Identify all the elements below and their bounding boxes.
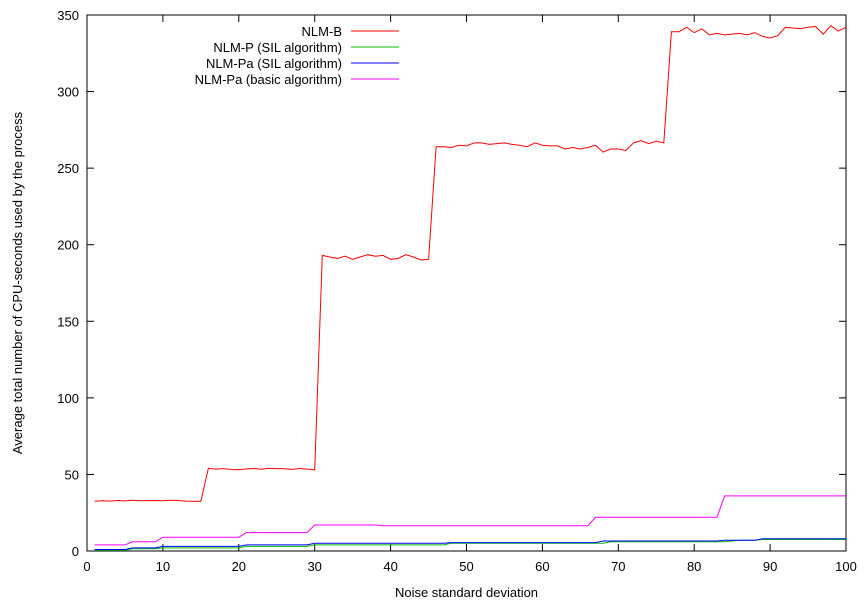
series-line-nlm-pa-basic-algorithm [94,495,846,546]
axes: 0 10 20 30 40 50 60 70 80 90 100 0 50 100 150 200 250 300… [57,8,857,574]
legend-label-nlm-pa-basic-algorithm: NLM-Pa (basic algorithm) [195,72,342,87]
y-tick-label: 350 [57,8,79,23]
y-tick-label: 200 [57,238,79,253]
x-tick-label: 20 [232,559,246,574]
x-tick-label: 100 [835,559,857,574]
plot-frame [86,14,847,552]
x-tick-label: 60 [535,559,549,574]
series-layer [94,25,847,551]
legend-label-nlm-b: NLM-B [302,24,342,39]
y-tick-label: 300 [57,85,79,100]
x-tick-label: 10 [156,559,170,574]
x-tick-label: 30 [307,559,321,574]
series-line-nlm-p-sil-algorithm [94,539,846,551]
series-line-nlm-b [94,25,847,502]
x-tick-label: 40 [383,559,397,574]
y-tick-label: 50 [65,467,79,482]
legend-label-nlm-p-sil-algorithm: NLM-P (SIL algorithm) [213,40,342,55]
x-axis-title: Noise standard deviation [395,585,538,600]
y-axis-title: Average total number of CPU-seconds used… [10,111,25,454]
y-tick-label: 150 [57,314,79,329]
x-tick-label: 70 [611,559,625,574]
y-tick-label: 100 [57,391,79,406]
y-tick-label: 250 [57,161,79,176]
x-tick-label: 0 [83,559,90,574]
series-line-nlm-pa-sil-algorithm [94,538,846,550]
x-tick-label: 50 [459,559,473,574]
y-tick-label: 0 [72,544,79,559]
legend-label-nlm-pa-sil-algorithm: NLM-Pa (SIL algorithm) [206,56,342,71]
x-tick-label: 80 [687,559,701,574]
x-tick-label: 90 [763,559,777,574]
